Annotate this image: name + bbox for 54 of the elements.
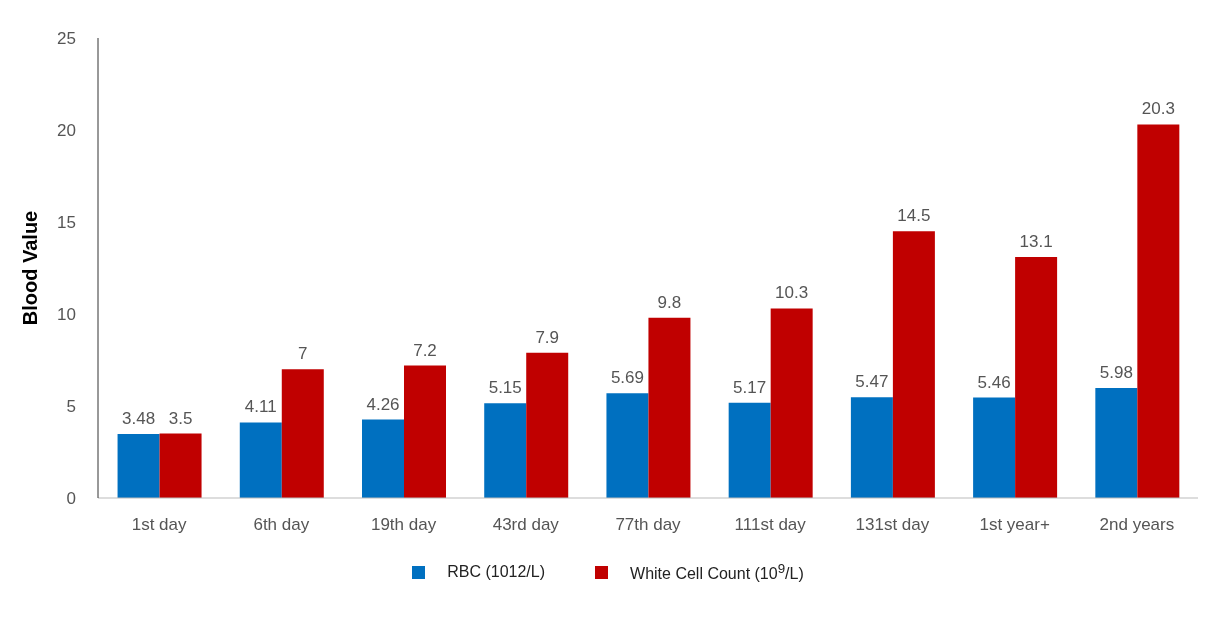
x-tick-label: 111st day (734, 515, 807, 535)
x-tick-label: 2nd years (1099, 515, 1175, 535)
y-tick-label: 10 (57, 305, 76, 325)
data-label: 7 (298, 344, 308, 364)
bar (281, 369, 324, 498)
bar (892, 231, 935, 498)
bar (159, 433, 202, 498)
bar (239, 422, 282, 498)
data-label: 7.9 (535, 327, 560, 347)
y-tick-label: 20 (57, 121, 76, 141)
y-tick-label: 25 (57, 29, 76, 49)
bar (770, 308, 813, 498)
data-label: 3.48 (122, 408, 156, 428)
bar (1137, 124, 1180, 498)
data-label: 5.17 (733, 377, 767, 397)
bar (484, 403, 527, 498)
bar (117, 433, 160, 498)
bar (362, 419, 404, 498)
data-label: 9.8 (657, 292, 682, 312)
data-label: 5.98 (1099, 362, 1133, 382)
bar (606, 393, 649, 498)
data-label: 5.15 (488, 378, 522, 398)
bar (648, 317, 691, 498)
bar (526, 352, 569, 498)
bar (404, 365, 446, 498)
data-label: 5.69 (610, 368, 644, 388)
x-tick-label: 1st day (131, 515, 188, 535)
data-label: 7.2 (413, 340, 437, 360)
data-label: 20.3 (1141, 99, 1175, 119)
data-label: 10.3 (775, 283, 809, 303)
x-tick-label: 6th day (253, 515, 310, 535)
x-tick-label: 43rd day (492, 515, 560, 535)
y-tick-label: 0 (66, 489, 76, 509)
data-label: 5.46 (977, 372, 1011, 392)
data-label: 4.11 (244, 397, 277, 417)
bar (850, 397, 893, 498)
data-label: 4.26 (366, 394, 400, 414)
y-tick-label: 15 (57, 213, 76, 233)
bar (973, 397, 1016, 498)
data-label: 13.1 (1019, 231, 1053, 251)
data-label: 5.47 (855, 372, 889, 392)
bar (1095, 387, 1138, 498)
data-label: 3.5 (168, 408, 193, 428)
x-tick-label: 131st day (855, 515, 930, 535)
y-tick-label: 5 (66, 397, 76, 417)
bar (1015, 256, 1058, 498)
data-label: 14.5 (897, 206, 931, 226)
x-tick-label: 19th day (370, 515, 437, 535)
bar (728, 402, 771, 498)
legend-label: RBC (1012/L) (447, 563, 546, 582)
x-tick-label: 77th day (615, 515, 682, 535)
x-tick-label: 1st year+ (979, 515, 1050, 535)
y-axis-title: Blood Value (19, 210, 42, 326)
legend-label: White Cell Count (10$^{9}$/L) (630, 561, 804, 584)
